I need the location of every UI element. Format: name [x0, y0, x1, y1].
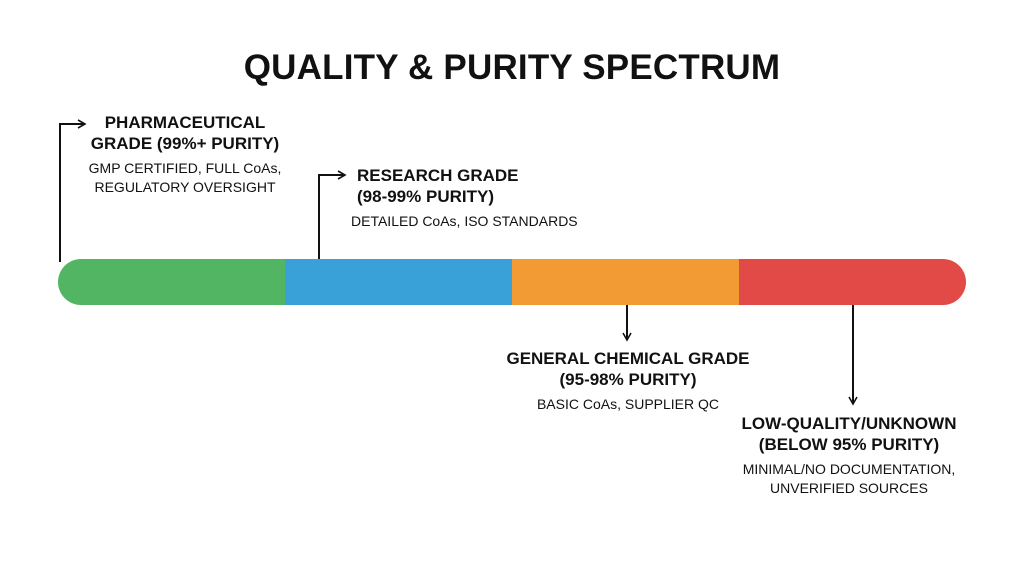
segment-pharmaceutical [58, 259, 285, 305]
heading-line-1: PHARMACEUTICAL [104, 113, 266, 132]
heading-line-1: RESEARCH GRADE [357, 166, 519, 185]
arrow-research-icon [318, 170, 347, 259]
desc-line-1: GMP CERTIFIED, FULL CoAs, [88, 160, 282, 176]
heading-line-2: GRADE (99%+ PURITY) [90, 134, 280, 153]
purity-spectrum-bar [58, 259, 966, 305]
heading-line-1: GENERAL CHEMICAL GRADE [506, 349, 750, 368]
heading-line-2: (BELOW 95% PURITY) [758, 435, 940, 454]
desc-line-1: MINIMAL/NO DOCUMENTATION, [742, 461, 956, 477]
label-general: GENERAL CHEMICAL GRADE (95-98% PURITY) B… [492, 348, 764, 414]
label-pharmaceutical: PHARMACEUTICAL GRADE (99%+ PURITY) GMP C… [76, 112, 294, 197]
heading-line-2: (95-98% PURITY) [559, 370, 697, 389]
segment-research [285, 259, 512, 305]
heading-line-1: LOW-QUALITY/UNKNOWN [741, 414, 957, 433]
label-low: LOW-QUALITY/UNKNOWN (BELOW 95% PURITY) M… [718, 413, 980, 498]
diagram-title: QUALITY & PURITY SPECTRUM [243, 48, 781, 87]
heading-line-2: (98-99% PURITY) [357, 187, 494, 206]
desc-line-2: REGULATORY OVERSIGHT [94, 179, 276, 195]
desc-line-1: BASIC CoAs, SUPPLIER QC [536, 396, 720, 412]
desc-line-1: DETAILED CoAs, ISO STANDARDS [351, 213, 578, 229]
desc-line-2: UNVERIFIED SOURCES [770, 480, 928, 496]
label-research: RESEARCH GRADE (98-99% PURITY) DETAILED … [351, 165, 621, 231]
segment-low [739, 259, 966, 305]
segment-general [512, 259, 739, 305]
